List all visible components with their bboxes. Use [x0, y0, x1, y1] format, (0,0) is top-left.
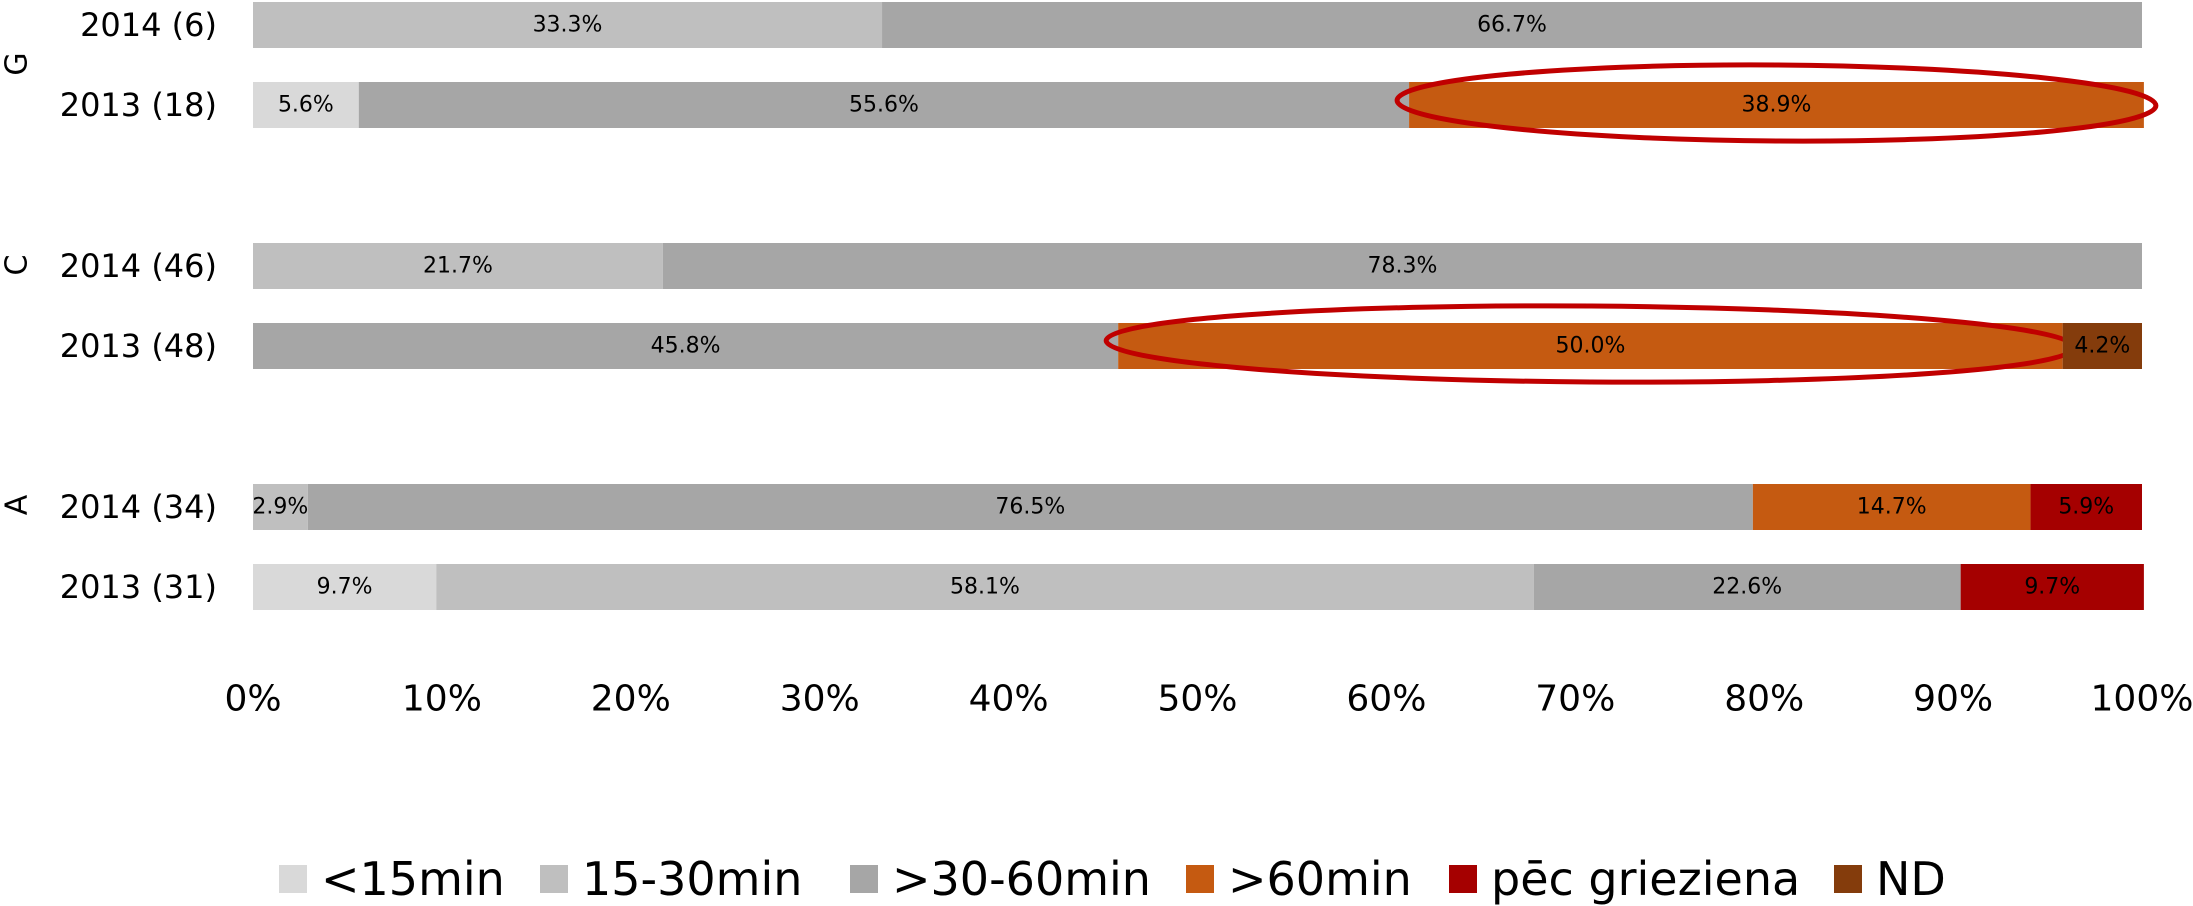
legend-item: <15min: [279, 852, 505, 905]
x-tick-label: 40%: [969, 679, 1049, 720]
group-label: A: [0, 494, 35, 515]
data-label: 5.9%: [2058, 495, 2114, 520]
legend-item: >60min: [1186, 852, 1412, 905]
legend-swatch: [540, 864, 568, 893]
x-tick-label: 80%: [1724, 679, 1804, 720]
data-label: 58.1%: [950, 575, 1020, 600]
legend-swatch: [279, 864, 307, 893]
legend-label: <15min: [321, 851, 505, 906]
data-label: 66.7%: [1477, 13, 1547, 38]
bar-segment: [253, 82, 359, 128]
row-label: 2013 (48): [60, 327, 217, 365]
x-tick-label: 0%: [224, 679, 281, 720]
highlight-ellipse: [1394, 62, 2159, 144]
legend-swatch: [1186, 864, 1214, 893]
x-tick-label: 20%: [591, 679, 671, 720]
legend-swatch: [1449, 864, 1477, 893]
row-label: 2014 (46): [60, 247, 217, 285]
legend-swatch: [1834, 864, 1862, 893]
legend-label: 15-30min: [582, 851, 803, 906]
bar-segment: [253, 323, 1119, 369]
x-tick-label: 100%: [2091, 679, 2193, 720]
legend-label: pēc grieziena: [1491, 851, 1801, 906]
x-tick-label: 50%: [1157, 679, 1237, 720]
bar-segment: [253, 484, 308, 530]
x-tick-label: 70%: [1535, 679, 1615, 720]
legend-swatch: [850, 864, 878, 893]
group-label: G: [0, 52, 35, 75]
bar-segment: [253, 2, 883, 48]
legend-label: >60min: [1228, 851, 1412, 906]
bar-segment: [882, 2, 2142, 48]
bar-segment: [436, 564, 1534, 610]
x-tick-label: 30%: [780, 679, 860, 720]
row-label: 2014 (6): [80, 6, 217, 44]
data-label: 22.6%: [1712, 575, 1782, 600]
data-label: 21.7%: [423, 254, 493, 279]
data-label: 55.6%: [849, 93, 919, 118]
bar-segment: [662, 243, 2142, 289]
data-label: 45.8%: [651, 334, 721, 359]
group-label: C: [0, 255, 35, 276]
data-label: 38.9%: [1742, 93, 1812, 118]
legend-label: ND: [1876, 851, 1946, 906]
data-label: 9.7%: [2024, 575, 2080, 600]
bar-segment: [358, 82, 1410, 128]
row-label: 2014 (34): [60, 488, 217, 526]
bar-segment: [1752, 484, 2031, 530]
row-label: 2013 (31): [60, 568, 217, 606]
x-tick-label: 60%: [1346, 679, 1426, 720]
bar-segment: [253, 564, 437, 610]
bar-segment: [1533, 564, 1961, 610]
row-label: 2013 (18): [60, 86, 217, 124]
legend-item: ND: [1834, 852, 1946, 905]
data-label: 50.0%: [1555, 334, 1625, 359]
data-label: 33.3%: [533, 13, 603, 38]
data-label: 4.2%: [2074, 334, 2130, 359]
data-label: 9.7%: [317, 575, 373, 600]
data-label: 2.9%: [252, 495, 308, 520]
data-label: 14.7%: [1857, 495, 1927, 520]
bar-segment: [253, 243, 663, 289]
bar-segment: [1409, 82, 2144, 128]
bar-segment: [307, 484, 1753, 530]
legend-item: >30-60min: [850, 852, 1151, 905]
bar-segment: [2030, 484, 2142, 530]
legend-item: pēc grieziena: [1449, 852, 1800, 905]
x-tick-label: 10%: [402, 679, 482, 720]
data-label: 5.6%: [278, 93, 334, 118]
bar-segment: [2062, 323, 2142, 369]
bar-segment: [1960, 564, 2144, 610]
bar-segment: [1118, 323, 2063, 369]
data-label: 76.5%: [995, 495, 1065, 520]
legend: <15min 15-30min >30-60min >60min pēc griezie…: [0, 852, 2193, 905]
legend-item: 15-30min: [540, 852, 802, 905]
legend-label: >30-60min: [892, 851, 1151, 906]
data-label: 78.3%: [1368, 254, 1438, 279]
x-tick-label: 90%: [1913, 679, 1993, 720]
